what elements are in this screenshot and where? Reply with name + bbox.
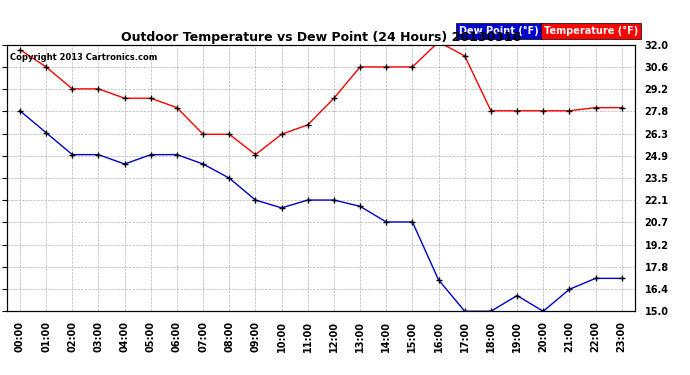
Text: Copyright 2013 Cartronics.com: Copyright 2013 Cartronics.com — [10, 53, 157, 62]
Text: Temperature (°F): Temperature (°F) — [544, 26, 638, 36]
Title: Outdoor Temperature vs Dew Point (24 Hours) 20130316: Outdoor Temperature vs Dew Point (24 Hou… — [121, 31, 521, 44]
Text: Dew Point (°F): Dew Point (°F) — [459, 26, 539, 36]
